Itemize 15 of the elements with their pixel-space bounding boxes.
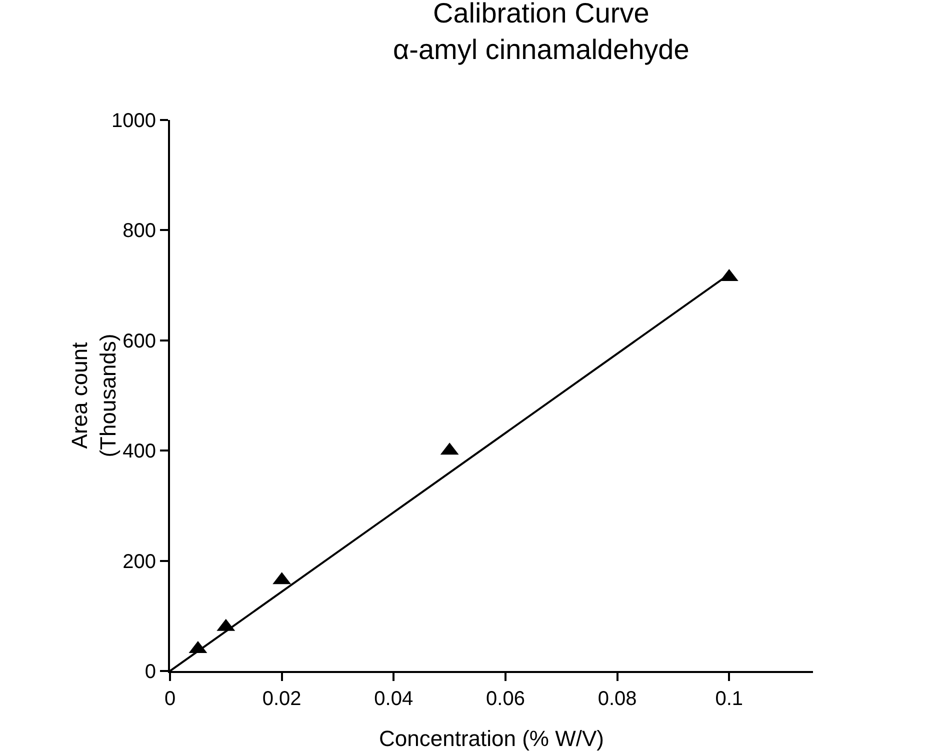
y-tick-label: 200 — [122, 550, 156, 573]
y-axis-title: Area count (Thousands) — [67, 334, 121, 458]
y-tick-label: 400 — [122, 440, 156, 463]
x-tick-label: 0.06 — [486, 688, 525, 710]
x-tick-label: 0 — [164, 688, 176, 710]
x-axis-title: Concentration (% W/V) — [379, 726, 604, 751]
chart-title: Calibration Curve α-amyl cinnamaldehyde — [392, 0, 690, 65]
y-tick-label: 800 — [122, 220, 156, 242]
x-tick-label: 0.04 — [374, 688, 414, 710]
x-tick-label: 0.02 — [262, 688, 302, 710]
y-tick-label: 600 — [122, 330, 156, 352]
x-tick-label: 0.1 — [715, 688, 744, 710]
x-tick-label: 0.08 — [598, 688, 637, 710]
y-tick-label: 0 — [144, 661, 156, 683]
y-tick-label: 1000 — [112, 110, 156, 132]
